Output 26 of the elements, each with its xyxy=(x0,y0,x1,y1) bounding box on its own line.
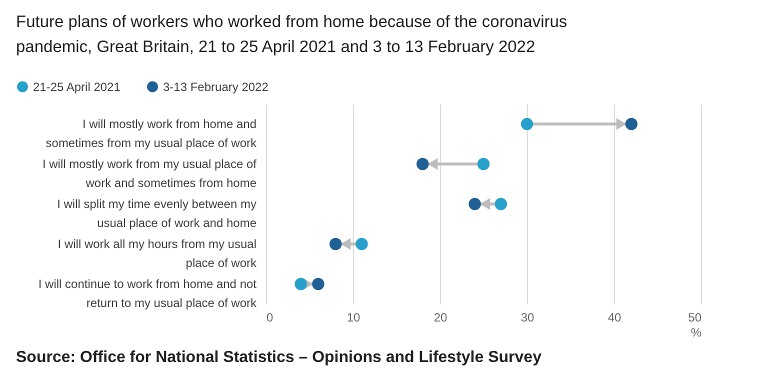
point xyxy=(294,278,307,290)
x-tick-label: 10 xyxy=(346,310,360,324)
point xyxy=(416,158,429,170)
x-axis-title: % xyxy=(690,326,702,340)
y-tick-label: I will continue to work from home and not return to my usual place of work xyxy=(38,277,258,310)
legend-label: 3-13 February 2022 xyxy=(163,80,269,94)
x-tick-label: 30 xyxy=(520,310,534,324)
point xyxy=(477,158,490,170)
source-note: Source: Office for National Statistics – Opinions and Lifestyle Survey xyxy=(16,349,542,367)
y-tick-label: I will work all my hours from my usual place of work xyxy=(58,237,258,270)
x-tick-label: 50 xyxy=(688,310,702,324)
chart-title: Future plans of workers who worked from home because of the coronavirus pandemic, Great Britain, 21 to 25 April 2021 and 3 to 13 February 2022 xyxy=(16,12,568,58)
point xyxy=(312,278,324,290)
point xyxy=(625,118,638,130)
point xyxy=(494,198,508,210)
x-tick-label: 40 xyxy=(608,310,622,324)
point xyxy=(468,198,481,210)
y-tick-label: I will mostly work from home and sometimes from my usual place of work xyxy=(46,117,258,150)
y-tick-label: I will split my time evenly between my usual place of work and home xyxy=(57,197,257,230)
point xyxy=(329,238,342,250)
y-tick-label: I will mostly work from my usual place of work and sometimes from home xyxy=(42,157,258,190)
point xyxy=(520,118,534,130)
x-tick-label: 0 xyxy=(266,310,274,324)
x-tick-label: 20 xyxy=(434,310,448,324)
point xyxy=(356,238,368,250)
legend-label: 21-25 April 2021 xyxy=(33,80,121,94)
